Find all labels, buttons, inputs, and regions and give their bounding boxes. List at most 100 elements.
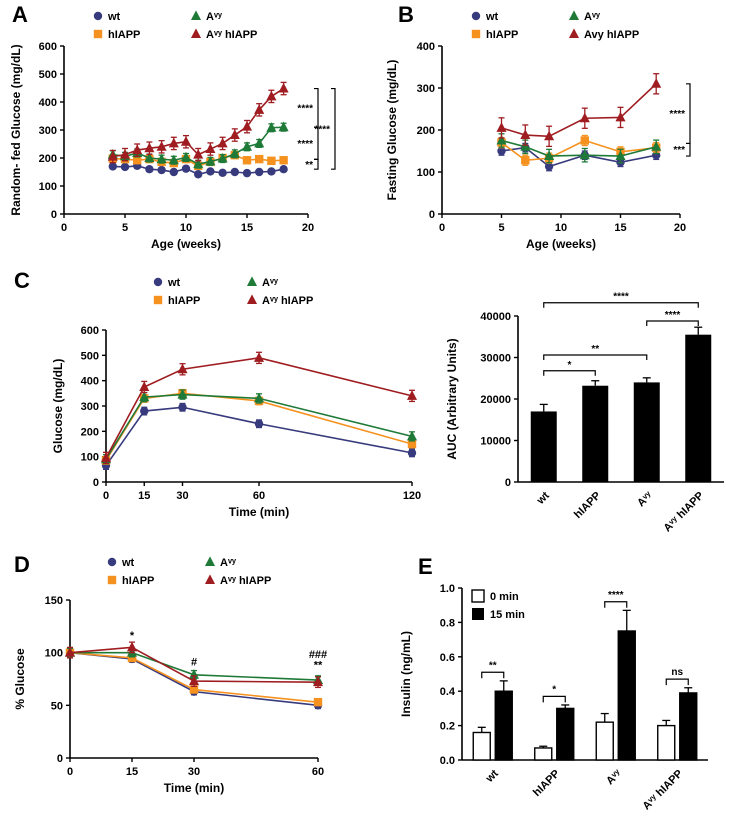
y-axis-label: AUC (Arbitrary Units) xyxy=(445,338,459,459)
series-marker-triangle xyxy=(64,646,76,657)
panel-e-chart: 0.0 0.2 0.4 0.6 0.8 1.0 Insulin (ng/mL) wt hIAPP… xyxy=(394,548,749,819)
y-axis-label: % Glucose xyxy=(13,648,27,710)
series-marker-triangle xyxy=(217,137,228,148)
significance-label: **** xyxy=(669,109,685,120)
series-marker-triangle xyxy=(139,391,150,402)
series-marker-triangle xyxy=(312,676,324,687)
y-tick-label: 1.0 xyxy=(440,583,455,595)
significance-bracket xyxy=(314,87,319,128)
category-label: hIAPP xyxy=(531,768,562,799)
y-tick-label: 400 xyxy=(417,41,435,53)
y-tick-label: 0 xyxy=(51,209,57,221)
y-tick-label: 100 xyxy=(81,452,99,464)
legend-label: Aᵛʸ xyxy=(206,11,223,23)
y-tick-label: 100 xyxy=(39,181,57,193)
series-marker-triangle xyxy=(156,153,167,164)
y-tick-label: 600 xyxy=(81,325,99,337)
legend-label: hIAPP xyxy=(108,29,140,41)
panel-e-letter: E xyxy=(418,554,433,579)
x-axis-label: Time (min) xyxy=(229,505,289,519)
x-tick-label: 30 xyxy=(188,766,200,778)
significance-label: **** xyxy=(665,310,681,321)
series-marker-triangle xyxy=(520,141,531,151)
legend-label: hIAPP xyxy=(168,295,200,307)
series-marker-square xyxy=(267,156,276,165)
series-marker-triangle xyxy=(144,142,155,153)
y-tick-label: 400 xyxy=(39,97,57,109)
significance-label: **** xyxy=(297,139,313,150)
series-marker-circle xyxy=(255,167,264,177)
significance-label: * xyxy=(568,360,572,371)
series-marker-triangle xyxy=(119,148,131,159)
significance-label: ** xyxy=(489,660,497,671)
chart-A-svg: 0 100 200 300 400 500 600 0 5 10 15 20 Age (weeks) Ra… xyxy=(9,10,336,251)
series-marker-circle xyxy=(497,146,506,156)
y-tick-label: 600 xyxy=(39,41,57,53)
series-marker-triangle xyxy=(190,28,202,38)
x-tick-label: 5 xyxy=(498,222,504,234)
significance-bracket xyxy=(543,302,699,308)
x-tick-label: 60 xyxy=(312,766,324,778)
series-marker-triangle xyxy=(278,82,289,93)
bar-hIAPP-15 min xyxy=(556,707,575,761)
series-marker-circle xyxy=(93,11,103,21)
chart-D-svg: 0 50 100 150 0 15 30 60 Time (min) % Glucose wt hIA… xyxy=(13,556,327,795)
y-tick-label: 10000 xyxy=(480,436,511,448)
category-label: Aᵛʸ hIAPP xyxy=(662,490,707,535)
series-marker-triangle xyxy=(278,121,289,132)
significance-bracket xyxy=(686,83,691,145)
x-tick-label: 20 xyxy=(302,222,314,234)
legend: wt hIAPP Aᵛʸ Avy hIAPP xyxy=(471,10,639,41)
series-marker-triangle xyxy=(139,381,150,391)
y-tick-label: 0 xyxy=(93,477,99,489)
series-marker-triangle xyxy=(205,143,216,154)
series-marker-triangle xyxy=(229,129,240,140)
y-axis-label: Fasting Glucose (mg/dL) xyxy=(385,60,399,201)
y-tick-label: 0 xyxy=(429,209,435,221)
series-marker-triangle xyxy=(246,294,258,304)
series-marker-triangle xyxy=(180,136,192,146)
x-axis-label: Age (weeks) xyxy=(151,237,221,251)
series-marker-circle xyxy=(242,168,252,178)
legend-swatch-15min xyxy=(472,608,484,620)
x-tick-label: 60 xyxy=(253,490,265,502)
x-axis-label: Time (min) xyxy=(164,781,224,795)
y-tick-label: 30000 xyxy=(480,353,511,365)
panel-a: A 0 100 200 300 400 500 600 0 5 10 15 20 Age (weeks)… xyxy=(6,2,378,266)
panel-b: B 0 100 200 300 400 0 5 10 15 20 Age (weeks) Fastin… xyxy=(380,2,749,266)
series-wt xyxy=(101,402,417,470)
x-tick-label: 15 xyxy=(241,222,253,234)
series-marker-triangle xyxy=(579,149,590,160)
bar-wt-0 min xyxy=(472,731,491,761)
chart-B-svg: 0 100 200 300 400 0 5 10 15 20 Age (weeks) Fasting … xyxy=(385,10,691,251)
panel-d-chart: 0 50 100 150 0 15 30 60 Time (min) % Glucose wt hIA… xyxy=(6,548,386,819)
significance-bracket xyxy=(481,671,505,679)
significance-bracket xyxy=(543,370,596,376)
y-axis-label: Glucose (mg/dL) xyxy=(51,359,65,454)
y-tick-label: 150 xyxy=(45,595,63,607)
legend-label: 0 min xyxy=(490,591,519,603)
series-Avy hIAPP xyxy=(496,73,662,148)
y-tick-label: 0.8 xyxy=(440,617,455,629)
x-tick-label: 15 xyxy=(614,222,626,234)
y-tick-label: 200 xyxy=(417,125,435,137)
legend-label: Aᵛʸ hIAPP xyxy=(206,29,257,41)
significance-label: ** xyxy=(591,344,599,355)
legend-label: Aᵛʸ hIAPP xyxy=(220,575,271,587)
panel-b-letter: B xyxy=(398,2,414,27)
y-tick-label: 300 xyxy=(81,401,99,413)
y-tick-label: 0.2 xyxy=(440,721,455,733)
series-marker-circle xyxy=(181,164,191,173)
series-marker-triangle xyxy=(217,152,228,163)
panel-c-right: 0 10000 20000 30000 40000 AUC (Arbitrary Unit… xyxy=(440,268,746,540)
series-marker-circle xyxy=(206,167,215,176)
series-marker-triangle xyxy=(144,152,155,162)
significance-label: **** xyxy=(608,590,624,601)
legend-label: 15 min xyxy=(490,609,525,621)
series-marker-circle xyxy=(279,165,288,174)
series-marker-circle xyxy=(153,277,163,287)
panel-a-letter: A xyxy=(12,2,28,27)
series-marker-square xyxy=(107,575,117,585)
series-marker-triangle xyxy=(193,148,204,159)
